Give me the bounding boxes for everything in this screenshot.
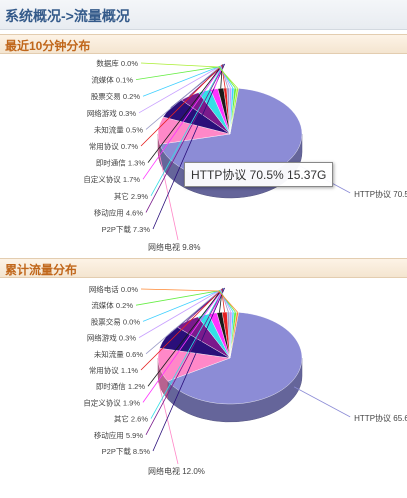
pie-chart-cumulative-svg: HTTP协议 65.6% 网络电视 12.0% P2P下载 8.5% 移动应用 5.9…: [83, 284, 407, 476]
leader-line: [140, 62, 238, 89]
slice-label: 自定义协议 1.9%: [83, 397, 140, 407]
pie-chart-cumulative: HTTP协议 65.6% 网络电视 12.0% P2P下载 8.5% 移动应用 5.9…: [0, 278, 407, 498]
slice-label: 流媒体 0.1%: [91, 75, 133, 85]
section-header-recent: 最近10分钟分布: [0, 34, 407, 54]
slice-label: 其它 2.9%: [114, 191, 149, 201]
pie-chart-recent: HTTP协议 70.5% 网络电视 9.8% P2P下载 7.3% 移动应用 4.6%…: [0, 54, 407, 274]
slice-label: 常用协议 0.7%: [89, 141, 139, 151]
leader-line: [158, 383, 179, 465]
slice-label: P2P下载 8.5%: [102, 446, 151, 456]
leader-line: [142, 64, 224, 180]
slice-label: 移动应用 5.9%: [94, 430, 144, 440]
slice-label: 网络电视 9.8%: [148, 242, 200, 252]
leader-line: [138, 289, 232, 338]
slice-label: 网络游戏 0.3%: [87, 333, 137, 343]
leader-line: [145, 289, 229, 355]
slice-label: HTTP协议 65.6%: [354, 413, 407, 423]
slice-label: 网络游戏 0.3%: [87, 108, 137, 118]
leader-line: [145, 288, 225, 435]
section-header-cumulative: 累计流量分布: [0, 258, 407, 278]
slice-label: 自定义协议 1.7%: [83, 174, 140, 184]
pie-slice-12: [229, 87, 239, 135]
slice-label: 网络电视 12.0%: [148, 466, 205, 476]
page-title: 系统概况->流量概况: [5, 8, 130, 24]
leader-line: [140, 64, 226, 147]
pie-labels: HTTP协议 65.6% 网络电视 12.0% P2P下载 8.5% 移动应用 5.9…: [83, 284, 407, 476]
leader-line: [138, 65, 231, 114]
pie-chart-recent-svg: HTTP协议 70.5% 网络电视 9.8% P2P下载 7.3% 移动应用 4.6%…: [83, 58, 407, 252]
leader-line: [140, 288, 225, 371]
slice-label: 未知流量 0.5%: [94, 124, 144, 134]
leader-line: [135, 66, 236, 89]
leader-line: [135, 290, 236, 313]
leader-line: [142, 65, 234, 97]
leader-line: [147, 287, 223, 387]
leader-line: [293, 386, 351, 418]
slice-label: P2P下载 7.3%: [102, 224, 151, 234]
slice-label: 即时通信 1.2%: [96, 381, 146, 391]
slice-label: 流媒体 0.2%: [91, 300, 133, 310]
slice-label: 网络电话 0.0%: [89, 284, 139, 294]
slice-label: 股票交易 0.0%: [91, 316, 141, 326]
page-header: 系统概况->流量概况: [0, 0, 407, 30]
pie-labels: HTTP协议 70.5% 网络电视 9.8% P2P下载 7.3% 移动应用 4.6%…: [83, 58, 407, 252]
slice-label: 股票交易 0.2%: [91, 91, 141, 101]
section-title-cumulative: 累计流量分布: [5, 263, 78, 277]
slice-label: HTTP协议 70.5%: [354, 189, 407, 199]
leader-line: [142, 289, 234, 322]
leader-line: [147, 63, 223, 163]
leader-line: [150, 288, 224, 419]
leader-line: [145, 64, 225, 213]
leader-line: [145, 65, 229, 130]
chart-tooltip: HTTP协议 70.5% 15.37G: [184, 162, 334, 187]
pie-slice-0: [167, 312, 303, 405]
slice-label: 常用协议 1.1%: [89, 365, 139, 375]
slice-label: 移动应用 4.6%: [94, 207, 144, 217]
leader-line: [142, 288, 224, 403]
slice-label: 未知流量 0.6%: [94, 349, 144, 359]
slice-label: 即时通信 1.3%: [96, 158, 146, 168]
leader-line: [140, 288, 238, 313]
section-title-recent: 最近10分钟分布: [5, 39, 91, 53]
slice-label: 数据库 0.0%: [96, 58, 138, 68]
slice-label: 其它 2.6%: [114, 414, 149, 424]
